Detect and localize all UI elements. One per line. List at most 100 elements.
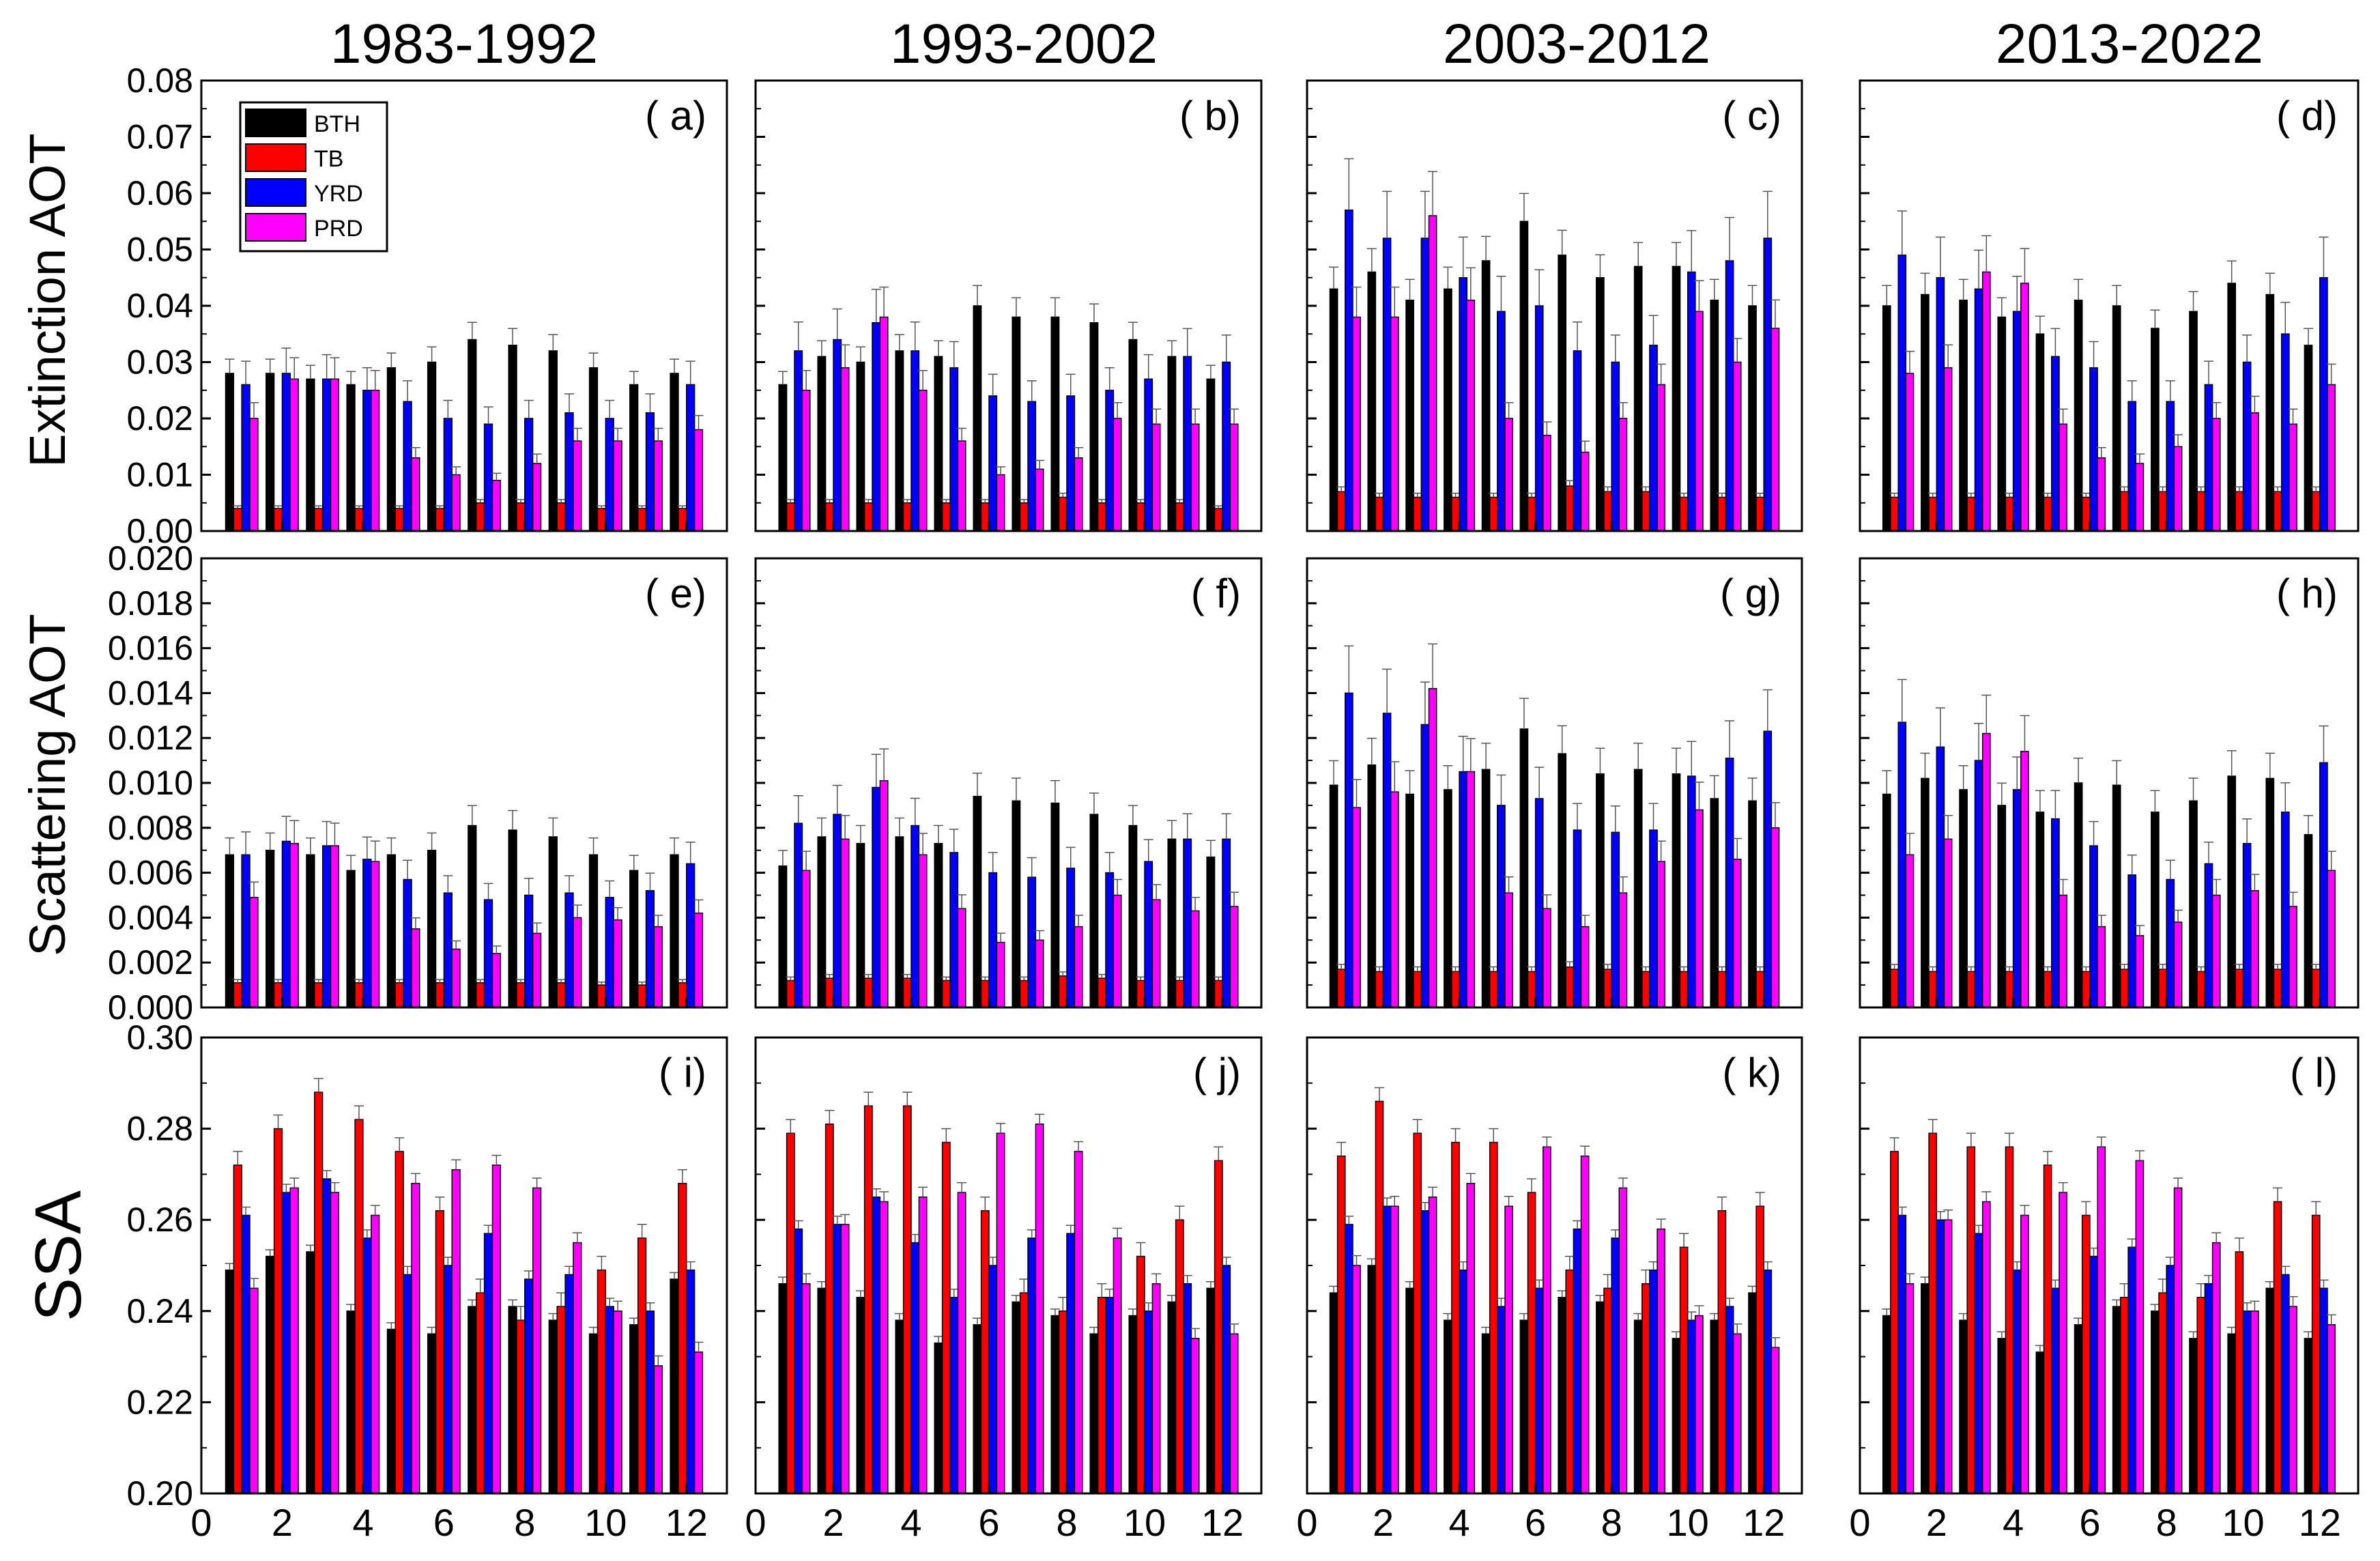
- panel-5-bar-yrd-m10: [605, 897, 614, 1008]
- panel-5-bar-prd-m9: [573, 917, 582, 1008]
- panel-12-label: ( l): [2290, 1050, 2338, 1095]
- panel-3-bar-tb-m10: [1679, 496, 1689, 532]
- panel-3-bar-yrd-m1: [1345, 210, 1353, 532]
- panel-6-bar-tb-m4: [902, 977, 912, 1008]
- panel-9-bar-tb-m11: [637, 1237, 647, 1494]
- panel-10-bar-tb-m3: [863, 1105, 873, 1494]
- panel-1-bar-bth-m2: [266, 373, 275, 532]
- panel-1-bar-prd-m10: [613, 440, 622, 532]
- panel-9-bar-tb-m5: [395, 1151, 404, 1494]
- panel-12-bar-yrd-m2: [1936, 1219, 1945, 1494]
- panel-11-bar-yrd-m11: [1725, 1306, 1734, 1494]
- panel-7-bar-yrd-m11: [1725, 758, 1734, 1008]
- panel-12-bar-prd-m12: [2327, 1324, 2336, 1494]
- panel-2-bar-bth-m1: [778, 384, 788, 532]
- panel-3-bar-tb-m2: [1375, 496, 1384, 532]
- panel-8-bar-bth-m6: [2074, 782, 2083, 1008]
- panel-7-bar-bth-m8: [1596, 773, 1605, 1008]
- panel-7-bar-tb-m1: [1336, 969, 1346, 1008]
- panel-12-bar-bth-m11: [2265, 1287, 2275, 1494]
- panel-12-bar-tb-m7: [2120, 1297, 2129, 1494]
- panel-4-bar-yrd-m7: [2127, 401, 2137, 532]
- panel-6-bar-yrd-m12: [1222, 838, 1231, 1008]
- panel-12-bar-prd-m8: [2173, 1187, 2183, 1494]
- panel-5-bar-tb-m11: [637, 984, 647, 1008]
- panel-2-bar-yrd-m3: [872, 322, 881, 532]
- panel-4-bar-bth-m1: [1882, 305, 1891, 532]
- panel-2-bar-prd-m6: [996, 474, 1005, 532]
- panel-12-bar-yrd-m10: [2242, 1311, 2252, 1494]
- panel-7-bar-prd-m9: [1657, 861, 1666, 1008]
- panel-10-bar-yrd-m3: [872, 1197, 881, 1494]
- panel-11-bar-bth-m11: [1710, 1319, 1719, 1494]
- panel-9-xtick-label-4: 8: [514, 1501, 535, 1544]
- panel-4-bar-bth-m3: [1959, 300, 1968, 532]
- panel-9-bar-prd-m8: [532, 1187, 542, 1494]
- panel-10-bar-tb-m6: [980, 1210, 990, 1494]
- panel-3-bar-bth-m8: [1596, 277, 1605, 532]
- panel-11-bar-tb-m6: [1527, 1192, 1536, 1494]
- panel-8-bar-tb-m2: [1928, 971, 1938, 1008]
- panel-10-bar-prd-m4: [918, 1197, 928, 1494]
- panel-9-bar-yrd-m10: [605, 1306, 614, 1494]
- panel-1-ytick-label-2: 0.02: [127, 399, 193, 438]
- panel-4-bar-tb-m7: [2120, 491, 2129, 532]
- panel-10-bar-tb-m8: [1058, 1311, 1067, 1494]
- legend-swatch-bth: [245, 109, 306, 137]
- panel-4-bar-tb-m11: [2273, 491, 2282, 532]
- panel-7-bar-yrd-m12: [1763, 730, 1773, 1008]
- panel-5-bar-tb-m7: [476, 982, 485, 1008]
- panel-10-bar-yrd-m10: [1144, 1311, 1153, 1494]
- panel-11-bar-prd-m8: [1618, 1187, 1628, 1494]
- panel-6-bar-tb-m11: [1175, 979, 1184, 1008]
- panel-9-bar-bth-m6: [427, 1333, 437, 1494]
- panel-7-bar-prd-m10: [1695, 809, 1704, 1008]
- panel-2-bar-bth-m9: [1089, 322, 1099, 532]
- panel-10-bar-bth-m9: [1089, 1333, 1099, 1494]
- panel-9-bar-bth-m12: [670, 1278, 679, 1494]
- panel-3-bar-bth-m4: [1444, 288, 1452, 532]
- panel-5-bar-bth-m1: [225, 854, 235, 1008]
- panel-2-bar-tb-m12: [1214, 508, 1223, 532]
- panel-12-bar-bth-m9: [2189, 1338, 2198, 1494]
- panel-4-bar-yrd-m4: [2012, 311, 2022, 532]
- panel-1-bar-tb-m4: [354, 508, 364, 532]
- panel-3-bar-yrd-m8: [1611, 361, 1620, 532]
- panel-3-bar-tb-m8: [1603, 491, 1612, 532]
- panel-11-xtick-label-4: 8: [1601, 1501, 1622, 1544]
- panel-7-bar-bth-m10: [1672, 773, 1681, 1008]
- panel-12-bar-bth-m4: [1997, 1338, 2007, 1494]
- panel-3-label: ( c): [1722, 93, 1781, 139]
- panel-9-bar-bth-m5: [386, 1328, 397, 1494]
- panel-10-bar-bth-m3: [856, 1297, 865, 1494]
- panel-7-bar-prd-m3: [1428, 688, 1437, 1008]
- panel-5-bar-yrd-m5: [403, 878, 412, 1008]
- panel-1-bar-prd-m7: [491, 480, 502, 532]
- panel-12-xtick-label-0: 0: [1849, 1501, 1870, 1544]
- panel-10-bar-prd-m11: [1190, 1338, 1200, 1494]
- panel-8-bar-bth-m1: [1882, 793, 1891, 1008]
- panel-6-bar-tb-m2: [825, 977, 834, 1008]
- panel-4-bar-bth-m6: [2074, 300, 2083, 532]
- panel-1-bar-tb-m2: [273, 508, 283, 532]
- panel-2-bar-tb-m7: [1019, 502, 1029, 532]
- panel-8-bar-prd-m7: [2135, 934, 2145, 1008]
- panel-3-bar-tb-m7: [1565, 485, 1575, 532]
- panel-11-bar-yrd-m5: [1497, 1306, 1506, 1494]
- panel-10-label: ( j): [1193, 1050, 1241, 1095]
- panel-9-bar-yrd-m4: [362, 1237, 372, 1494]
- panel-4-bar-yrd-m8: [2166, 401, 2175, 532]
- panel-8-bar-yrd-m2: [1936, 746, 1945, 1008]
- panel-11-bar-prd-m11: [1732, 1333, 1742, 1494]
- panel-11-bar-prd-m9: [1657, 1228, 1666, 1494]
- panel-6-bar-tb-m12: [1214, 979, 1223, 1008]
- panel-12-bar-tb-m10: [2235, 1251, 2244, 1494]
- panel-7-bar-tb-m4: [1451, 971, 1460, 1008]
- panel-1-bar-prd-m5: [411, 457, 420, 532]
- panel-1-bar-prd-m9: [573, 440, 582, 532]
- panel-11-bar-prd-m6: [1543, 1146, 1551, 1494]
- panel-9-bar-tb-m9: [556, 1306, 566, 1494]
- panel-8-bar-yrd-m5: [2051, 818, 2060, 1008]
- panel-1-bar-yrd-m8: [524, 418, 534, 532]
